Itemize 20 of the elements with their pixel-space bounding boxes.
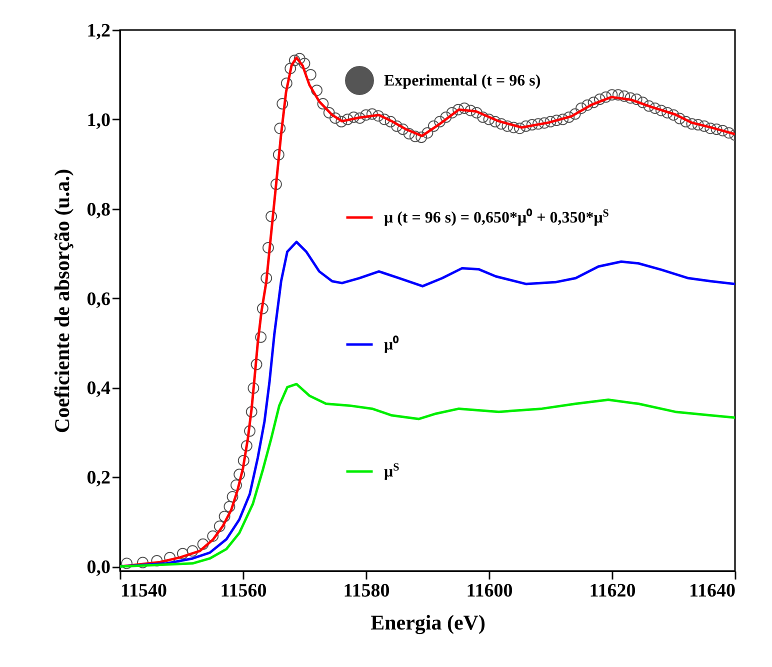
x-tick-label: 11600 xyxy=(466,580,513,602)
legend-label: μ (t = 96 s) = 0,650*μ⁰ + 0,350*μ$^{S}$ xyxy=(384,208,609,226)
y-tick-label: 0,0 xyxy=(86,557,110,578)
x-tick-label: 11560 xyxy=(220,580,267,602)
y-axis-title: Coeficiente de absorção (u.a.) xyxy=(50,168,74,434)
y-tick-label: 0,6 xyxy=(86,288,110,310)
legend-label: μ$^{S}$ xyxy=(384,462,400,480)
x-tick-label: 11580 xyxy=(343,580,390,602)
x-tick-label: 11620 xyxy=(589,580,636,602)
y-tick-label: 0,4 xyxy=(86,378,111,400)
legend-label: μ⁰ xyxy=(384,336,400,354)
y-tick-label: 1,0 xyxy=(86,110,110,131)
y-tick-label: 0,8 xyxy=(86,199,110,220)
line-series xyxy=(120,382,735,568)
x-axis-title: Energia (eV) xyxy=(370,610,486,634)
x-tick-label: 11640 xyxy=(689,580,736,602)
x-tick-label: 11540 xyxy=(120,580,167,602)
y-tick-label: 1,2 xyxy=(86,20,110,42)
y-tick-label: 0,2 xyxy=(86,468,110,489)
legend-label: Experimental (t = 96 s) xyxy=(384,72,541,90)
